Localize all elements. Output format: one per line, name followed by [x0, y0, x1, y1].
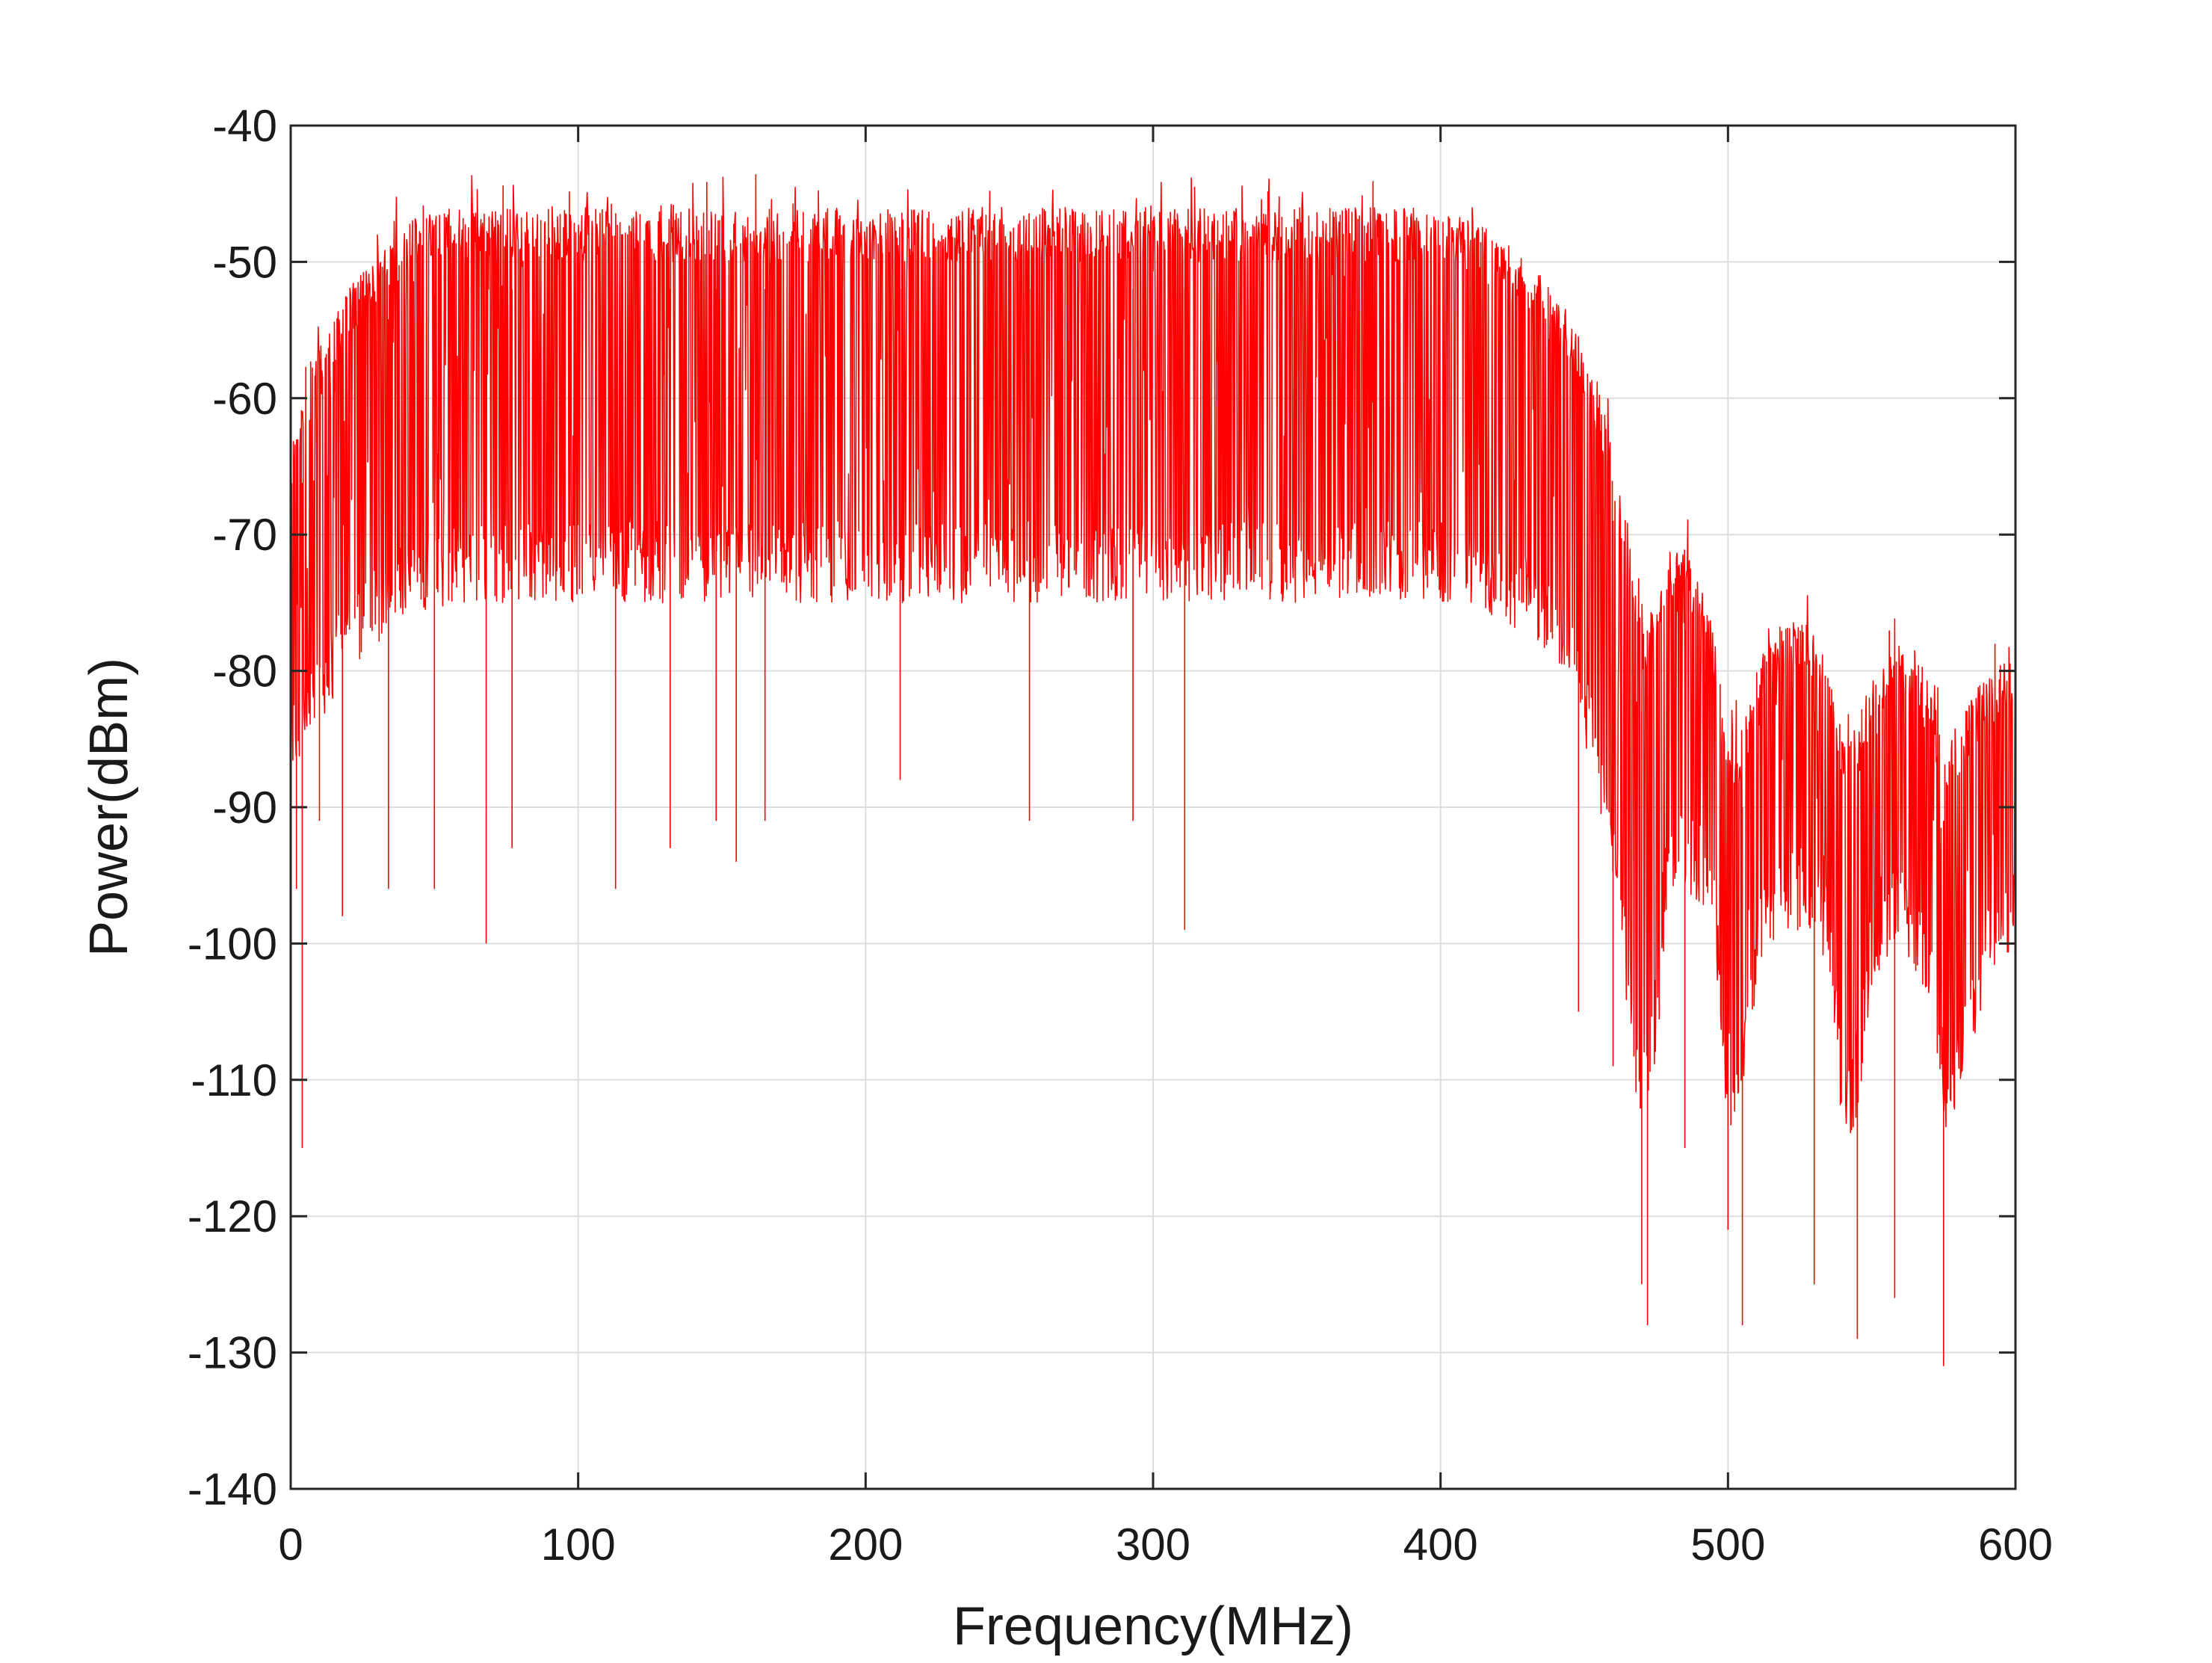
x-tick-label: 0	[278, 1519, 303, 1570]
y-tick-label: -120	[188, 1191, 277, 1241]
x-tick-label: 400	[1403, 1519, 1478, 1570]
y-tick-label: -130	[188, 1328, 277, 1378]
y-tick-label: -40	[212, 101, 277, 151]
y-tick-label: -80	[212, 647, 277, 697]
y-tick-label: -110	[191, 1055, 277, 1105]
spectrum-trace	[290, 174, 2016, 1366]
y-tick-label: -60	[212, 374, 277, 424]
x-tick-label: 100	[541, 1519, 616, 1570]
y-tick-labels: -40 -50 -60 -70 -80 -90 -100 -110 -120 -130 -140	[188, 101, 277, 1514]
x-tick-label: 200	[828, 1519, 903, 1570]
y-tick-label: -70	[212, 510, 277, 560]
x-tick-label: 500	[1690, 1519, 1765, 1570]
x-tick-label: 300	[1116, 1519, 1190, 1570]
x-tick-labels: 0 100 200 300 400 500 600	[278, 1519, 2053, 1570]
y-axis-label: Power(dBm)	[79, 658, 139, 957]
x-tick-label: 600	[1978, 1519, 2053, 1570]
axis-ticks	[289, 124, 2017, 1490]
y-tick-label: -100	[188, 919, 277, 969]
series-line	[290, 174, 2016, 1366]
y-tick-label: -140	[188, 1464, 277, 1514]
y-tick-label: -90	[212, 783, 277, 833]
x-axis-label: Frequency(MHz)	[953, 1596, 1353, 1656]
y-tick-label: -50	[212, 237, 277, 287]
